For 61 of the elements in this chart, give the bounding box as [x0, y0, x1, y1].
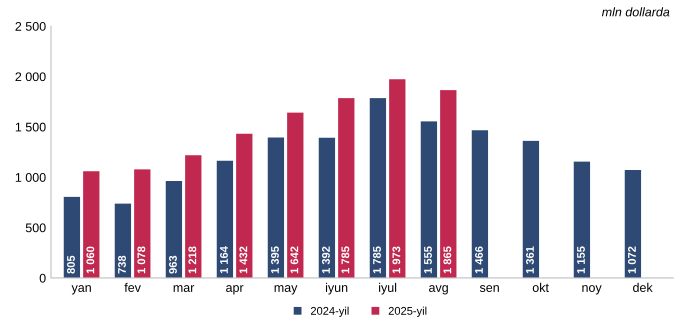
y-tick-label: 0 — [40, 274, 46, 283]
data-label: 1 164 — [220, 246, 228, 274]
bar — [440, 90, 456, 278]
bar — [370, 98, 386, 278]
bar — [389, 79, 406, 278]
data-label: 1 785 — [341, 246, 350, 274]
data-label: 1 361 — [526, 246, 534, 274]
data-label: 1 466 — [475, 246, 483, 274]
data-label: 805 — [67, 256, 75, 274]
x-tick-label: fev — [124, 282, 141, 292]
y-tick-label: 1 000 — [16, 173, 46, 182]
x-tick-label: avg — [429, 285, 448, 294]
bar — [216, 160, 234, 278]
data-label: 1 392 — [322, 246, 330, 274]
data-label: 1 060 — [86, 246, 94, 274]
x-tick-label: okt — [532, 282, 549, 292]
bar — [522, 140, 540, 278]
data-label: 963 — [169, 256, 177, 274]
bar — [64, 196, 80, 278]
bar — [134, 169, 150, 278]
data-label: 1 218 — [188, 246, 196, 274]
x-tick-label: mar — [174, 285, 194, 292]
y-tick-label: 2 000 — [15, 72, 46, 82]
bar — [287, 112, 304, 278]
bar — [166, 180, 182, 278]
bar — [83, 171, 100, 278]
data-label: 1 555 — [424, 246, 432, 274]
x-tick-label: sen — [480, 285, 499, 292]
x-tick-label: iyun — [326, 282, 348, 294]
x-tick-label: may — [274, 285, 298, 294]
bar — [338, 98, 354, 278]
bar — [420, 121, 438, 278]
y-tick-label: 2 500 — [15, 22, 46, 31]
data-label: 1 865 — [443, 246, 452, 274]
data-label: 1 395 — [271, 246, 279, 274]
data-label: 1 078 — [137, 246, 146, 274]
bar — [624, 170, 642, 278]
x-tick-label: dek — [633, 282, 653, 292]
x-tick-label: noy — [582, 285, 602, 294]
bar — [236, 134, 252, 278]
x-tick-label: iyul — [379, 282, 396, 294]
bar — [574, 162, 590, 278]
legend-label: 2025-yil — [388, 306, 426, 317]
data-label: 1 432 — [239, 246, 248, 274]
text: mln dollarda — [602, 7, 670, 16]
data-label: 1 642 — [290, 246, 298, 274]
data-label: 738 — [118, 256, 126, 274]
data-label: 1 785 — [373, 246, 381, 274]
bar — [472, 130, 488, 278]
bar — [268, 137, 284, 278]
bar — [114, 204, 132, 278]
legend-label: 2024-yil — [310, 306, 349, 317]
data-label: 1 155 — [577, 246, 585, 274]
data-label: 1 973 — [392, 246, 400, 274]
y-tick-label: 1 500 — [16, 122, 46, 132]
bar — [185, 155, 202, 278]
x-tick-label: yan — [72, 285, 91, 294]
y-tick-label: 500 — [26, 223, 46, 232]
x-tick-label: apr — [226, 285, 244, 294]
data-label: 1 072 — [628, 246, 636, 274]
bar — [318, 138, 336, 278]
